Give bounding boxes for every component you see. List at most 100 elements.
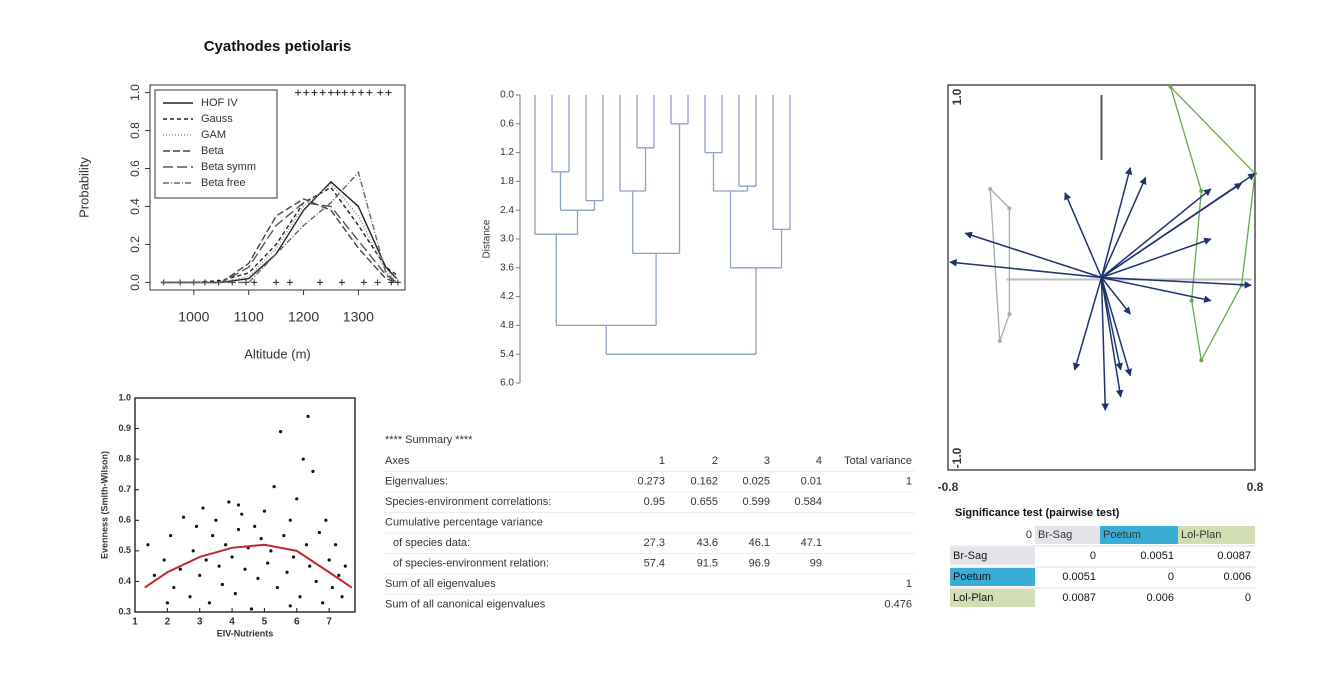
rug-point (327, 89, 334, 96)
point (324, 518, 328, 522)
table-cell: 0.162 (690, 475, 718, 487)
point (301, 457, 305, 461)
table-cell: 96.9 (749, 557, 770, 569)
table-cell: 0.006 (1146, 592, 1174, 604)
table-cell: 0.655 (690, 496, 718, 508)
point (236, 503, 241, 507)
table-cell: 91.5 (697, 557, 718, 569)
hull-vertex (997, 339, 1002, 344)
table-cell: 99 (810, 557, 822, 569)
table-cell: 4 (816, 455, 822, 467)
y-axis-label: Distance (482, 219, 493, 258)
point (220, 582, 224, 587)
point (311, 469, 315, 473)
legend-label: Beta (201, 145, 225, 157)
table-cell: 0 (1168, 571, 1174, 583)
point (236, 527, 241, 532)
point (214, 518, 218, 522)
point (194, 524, 199, 529)
point (327, 558, 331, 562)
header-label: Br-Sag (1038, 529, 1072, 541)
point (223, 543, 228, 547)
species-arrow (1072, 277, 1103, 371)
point (249, 607, 254, 611)
x-axis-label: Altitude (m) (244, 346, 310, 361)
legend-label: Gauss (201, 113, 233, 125)
table-cell: 57.4 (644, 557, 665, 569)
species-arrow (1100, 277, 1109, 412)
species-arrow (1100, 176, 1147, 278)
table-cell: Species-environment correlations: (385, 496, 551, 508)
species-arrow (1101, 276, 1252, 289)
group-hull (1169, 86, 1256, 363)
table-cell: 1 (659, 455, 665, 467)
point (306, 414, 310, 418)
y-tick-label: 0.0 (128, 274, 142, 291)
table-cell: 1 (906, 475, 912, 487)
y-tick-label: 0.7 (118, 484, 131, 494)
hull-vertex (1007, 312, 1012, 317)
point (288, 518, 292, 522)
table-cell: 0.025 (742, 475, 770, 487)
rug-point (366, 89, 373, 96)
point (269, 549, 273, 553)
point (295, 497, 299, 501)
point (172, 585, 176, 590)
rug-point (338, 279, 345, 286)
point (330, 585, 334, 590)
point (191, 549, 195, 553)
species-arrow (1100, 167, 1133, 278)
legend-label: HOF IV (201, 97, 238, 109)
y-tick-label: 1.0 (128, 84, 142, 101)
rug-point (349, 89, 356, 96)
point (201, 506, 205, 510)
table-cell: of species data: (393, 537, 470, 549)
x-tick-label: 7 (326, 617, 332, 628)
y-tick-label: 0.0 (500, 90, 514, 101)
point (178, 567, 182, 571)
point (288, 604, 292, 608)
y-tick-label: 3.6 (500, 262, 514, 273)
point (308, 564, 312, 568)
x-tick-label: 0.8 (1247, 480, 1264, 494)
rug-point (303, 89, 310, 96)
point (198, 573, 202, 577)
species-arrow (1064, 192, 1103, 278)
fit-curve (144, 543, 353, 589)
table-cell: Eigenvalues: (385, 475, 448, 487)
table-cell: Sum of all eigenvalues (385, 578, 496, 590)
y-tick-label: 0.8 (128, 122, 142, 139)
plot-frame (149, 84, 406, 291)
x-tick-label: 1100 (234, 309, 264, 325)
rug-point (273, 279, 280, 286)
table-cell: 0.584 (794, 496, 822, 508)
point (259, 537, 263, 541)
header-label: 0 (1026, 529, 1032, 541)
species-arrow (964, 231, 1102, 279)
point (333, 543, 338, 547)
point (230, 555, 234, 559)
rug-point (385, 89, 392, 96)
species-arrow (1100, 277, 1132, 377)
point (243, 567, 247, 571)
table-cell: 0 (1245, 592, 1251, 604)
point (256, 576, 260, 580)
point (272, 485, 276, 489)
x-tick-label: 1200 (288, 309, 319, 325)
point (298, 595, 302, 599)
y-tick-label: 0.8 (118, 454, 131, 464)
table-cell: 46.1 (749, 537, 770, 549)
table-cell: 47.1 (801, 537, 822, 549)
table-cell: 0.0087 (1062, 592, 1096, 604)
point (278, 430, 283, 434)
point (181, 515, 186, 519)
table-cell: Axes (385, 455, 410, 467)
y-tick-label: 0.6 (500, 118, 514, 129)
species-arrow (1101, 188, 1212, 279)
species-arrow (1101, 182, 1243, 279)
table-cell: Poetum (953, 571, 991, 583)
table-cell: 1 (906, 578, 912, 590)
y-tick-label: 0.6 (118, 515, 131, 525)
point (152, 573, 157, 577)
chart-title: Cyathodes petiolaris (204, 38, 352, 55)
